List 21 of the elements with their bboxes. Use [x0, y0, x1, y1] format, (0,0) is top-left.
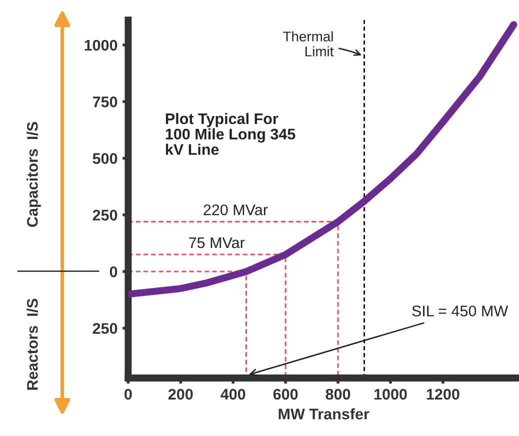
annotation: 220 MVar [204, 204, 268, 216]
x-tick-label: 0 [124, 388, 132, 400]
annotation: Plot Typical For 100 Mile Long 345 kV Line [166, 112, 296, 155]
y-tick-label: 750 [92, 96, 118, 108]
y-tick-label: 1000 [84, 40, 118, 51]
x-axis-title: MW Transfer [278, 408, 370, 420]
annotation: SIL = 450 MW [412, 306, 508, 316]
y-tick-label: 500 [92, 153, 118, 164]
y-tick-label: 250 [92, 210, 118, 221]
text: Reactors I/S [26, 298, 38, 390]
x-tick-label: 800 [326, 388, 350, 400]
x-tick-label: 1200 [426, 388, 460, 400]
x-tick-label: 400 [220, 388, 246, 400]
x-tick-label: 1000 [374, 388, 407, 400]
y-tick-label: 250 [92, 323, 118, 334]
y-tick-label: 0 [110, 266, 118, 278]
text: Capacitors I/S [26, 122, 41, 227]
ref-line-label: Thermal Limit [283, 31, 334, 56]
x-tick-label: 600 [273, 388, 298, 400]
x-tick-label: 200 [168, 388, 193, 400]
annotation: 75 MVar [189, 237, 245, 248]
